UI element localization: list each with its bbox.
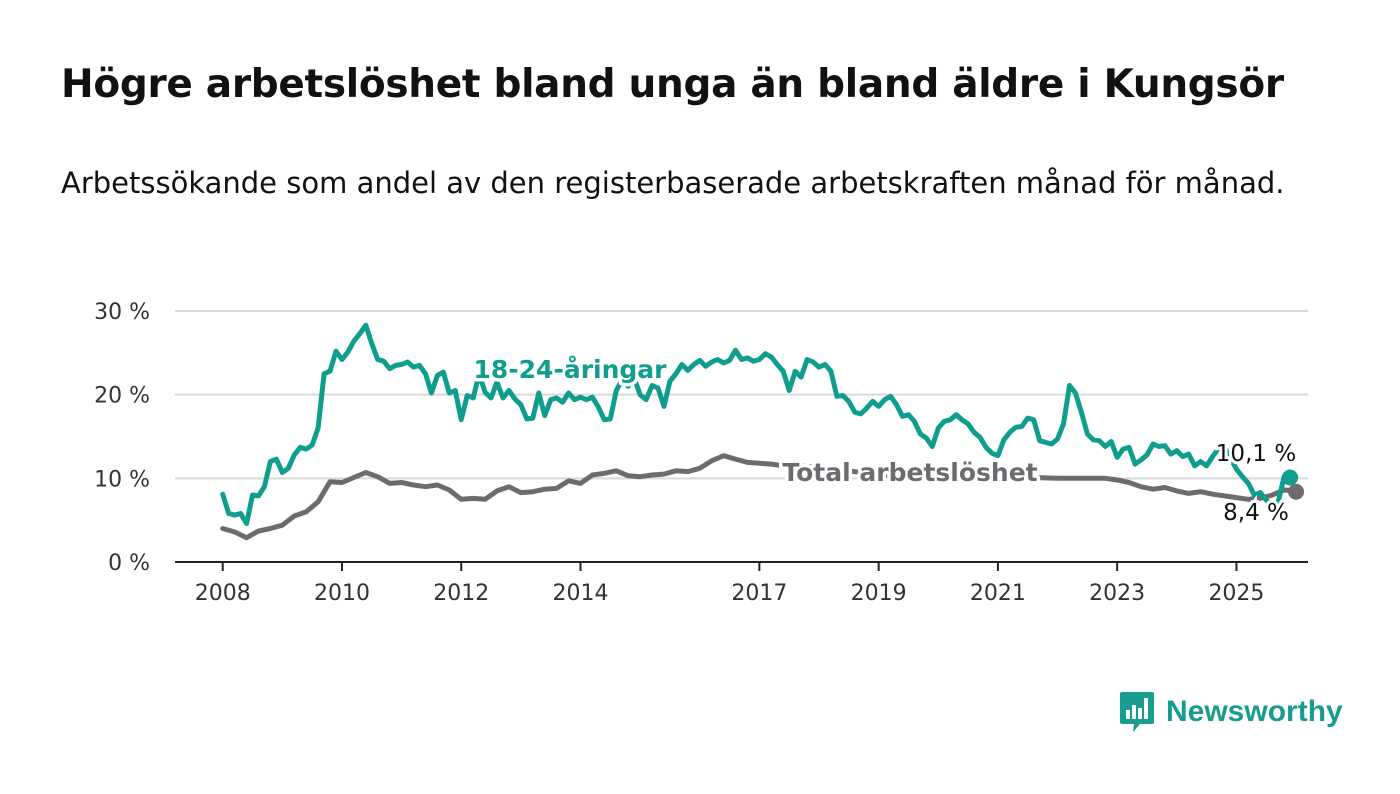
series-line — [220, 453, 1299, 541]
x-tick-label: 2023 — [1089, 581, 1145, 606]
x-tick-label: 2021 — [970, 581, 1026, 606]
y-tick-label: 20 % — [94, 384, 150, 409]
end-value-label: 8,4 % — [1223, 500, 1289, 526]
x-tick-label: 2019 — [851, 581, 907, 606]
y-tick-label: 0 % — [108, 551, 150, 576]
newsworthy-logo-icon — [1120, 692, 1154, 732]
series-label: Total arbetslöshet — [782, 458, 1037, 487]
x-tick-label: 2025 — [1208, 581, 1264, 606]
end-value-label: 10,1 % — [1216, 441, 1296, 467]
y-tick-label: 10 % — [94, 467, 150, 492]
series-line — [220, 322, 1293, 526]
chart-title: Högre arbetslöshet bland unga än bland ä… — [61, 62, 1284, 107]
brand-logo: Newsworthy — [1118, 690, 1343, 734]
brand-name: Newsworthy — [1166, 695, 1343, 728]
y-tick-label: 30 % — [94, 300, 150, 325]
series-label: 18-24-åringar — [474, 355, 668, 384]
x-tick-label: 2014 — [552, 581, 608, 606]
x-tick-label: 2017 — [731, 581, 787, 606]
x-tick-label: 2008 — [195, 581, 251, 606]
x-tick-label: 2012 — [433, 581, 489, 606]
series-end-dot — [1282, 469, 1299, 486]
series-end-dot — [1288, 483, 1305, 500]
x-tick-label: 2010 — [314, 581, 370, 606]
chart-subtitle: Arbetssökande som andel av den registerb… — [61, 166, 1285, 200]
